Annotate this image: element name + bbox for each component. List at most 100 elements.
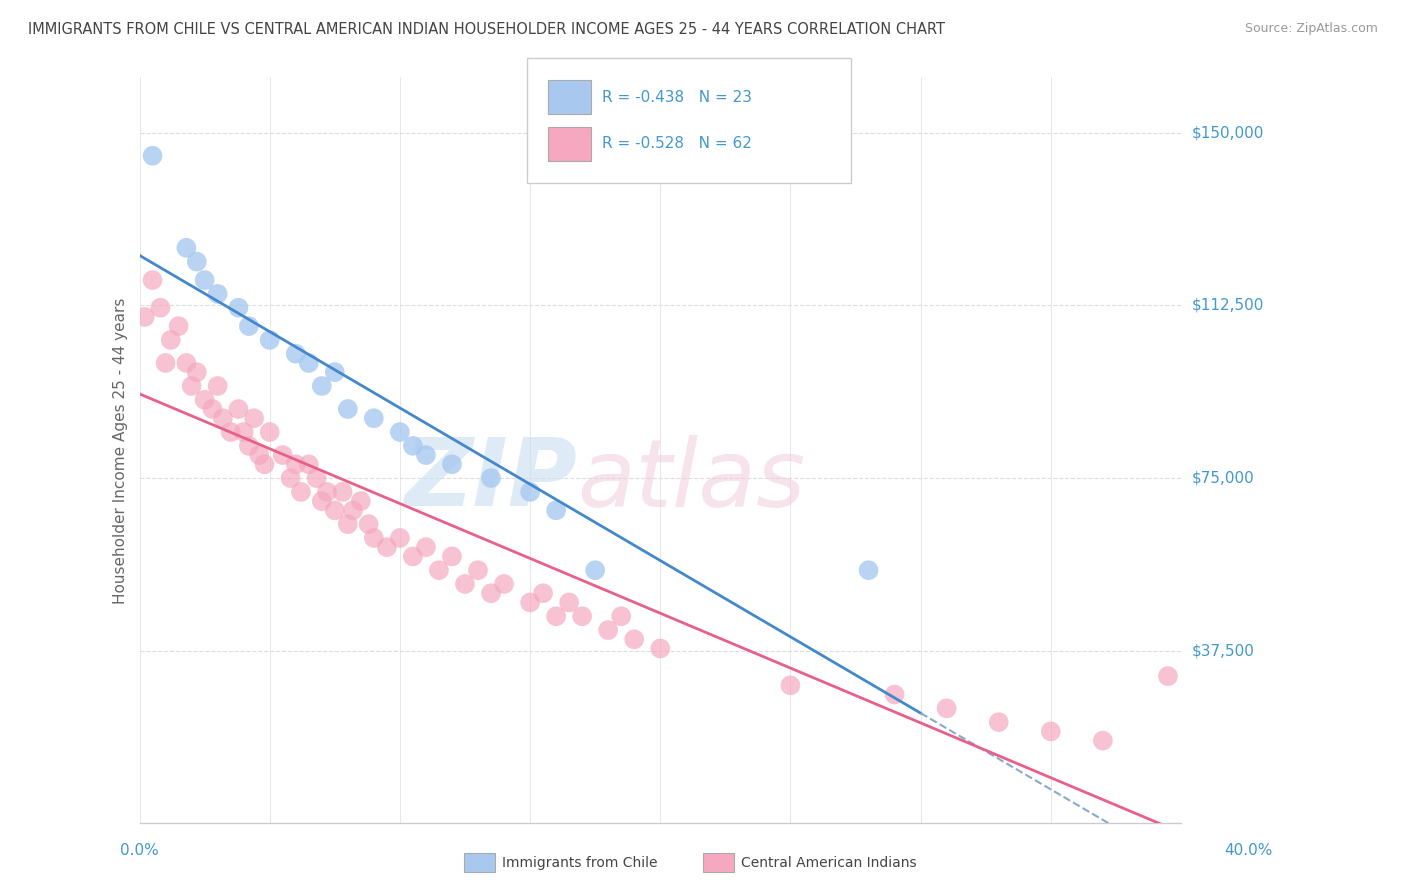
Point (284, 347, 307, 361)
Text: Immigrants from Chile: Immigrants from Chile (502, 855, 658, 870)
Point (388, 531, 411, 545)
Point (186, 254, 208, 268)
Text: $37,500: $37,500 (1192, 643, 1256, 658)
Point (440, 457, 463, 471)
Point (134, 310, 156, 324)
Text: R = -0.438   N = 23: R = -0.438 N = 23 (602, 90, 752, 104)
Point (159, 333, 181, 347)
Point (402, 549, 425, 564)
Point (155, 356, 177, 370)
Point (186, 365, 208, 379)
Point (363, 411, 385, 425)
Point (546, 609, 568, 624)
Point (779, 678, 801, 692)
Point (141, 149, 163, 163)
Point (883, 688, 905, 702)
Text: 40.0%: 40.0% (1225, 843, 1272, 858)
Point (623, 632, 645, 647)
Point (253, 457, 276, 471)
Point (311, 379, 333, 393)
Point (415, 540, 437, 554)
Point (194, 273, 217, 287)
Point (519, 484, 541, 499)
Point (402, 439, 425, 453)
Text: $75,000: $75,000 (1192, 471, 1254, 485)
Y-axis label: Householder Income Ages 25 - 44 years: Householder Income Ages 25 - 44 years (114, 297, 128, 604)
Text: $112,500: $112,500 (1192, 298, 1264, 313)
Point (207, 379, 229, 393)
Text: R = -0.528   N = 62: R = -0.528 N = 62 (602, 136, 752, 151)
Point (650, 641, 672, 656)
Point (1091, 733, 1114, 747)
Point (207, 286, 229, 301)
Point (479, 586, 502, 600)
Point (211, 411, 233, 425)
Point (311, 494, 333, 508)
Point (332, 484, 354, 499)
Point (492, 577, 515, 591)
Point (219, 425, 242, 439)
Text: 0.0%: 0.0% (120, 843, 159, 858)
Point (571, 609, 593, 624)
Point (935, 701, 957, 715)
Point (149, 301, 172, 315)
Text: atlas: atlas (576, 434, 806, 525)
Point (336, 402, 359, 417)
Point (479, 471, 502, 485)
Point (259, 425, 281, 439)
Point (201, 402, 224, 417)
Point (290, 484, 312, 499)
Point (305, 471, 328, 485)
Point (454, 577, 477, 591)
Point (316, 484, 339, 499)
Point (858, 563, 880, 577)
Point (247, 448, 270, 462)
Point (243, 411, 266, 425)
Point (583, 563, 606, 577)
Point (350, 494, 373, 508)
Point (440, 549, 463, 564)
Point (363, 531, 385, 545)
Point (388, 425, 411, 439)
Point (598, 623, 620, 637)
Point (259, 333, 281, 347)
Point (1039, 724, 1062, 739)
Point (228, 301, 250, 315)
Point (610, 609, 633, 624)
Point (280, 471, 302, 485)
Point (180, 379, 202, 393)
Point (558, 595, 581, 609)
Point (336, 517, 359, 532)
Text: IMMIGRANTS FROM CHILE VS CENTRAL AMERICAN INDIAN HOUSEHOLDER INCOME AGES 25 - 44: IMMIGRANTS FROM CHILE VS CENTRAL AMERICA… (28, 22, 945, 37)
Point (323, 365, 346, 379)
Point (238, 439, 260, 453)
Point (546, 503, 568, 517)
Point (357, 517, 380, 532)
Point (238, 319, 260, 334)
Point (298, 457, 321, 471)
Point (167, 319, 190, 334)
Point (415, 448, 437, 462)
Point (467, 563, 489, 577)
Text: Central American Indians: Central American Indians (741, 855, 917, 870)
Point (298, 356, 321, 370)
Point (271, 448, 294, 462)
Point (141, 273, 163, 287)
Point (284, 457, 307, 471)
Point (519, 595, 541, 609)
Point (531, 586, 554, 600)
Point (427, 563, 450, 577)
Point (987, 715, 1010, 730)
Point (194, 392, 217, 407)
Point (323, 503, 346, 517)
Point (176, 356, 198, 370)
Point (232, 425, 254, 439)
Text: $150,000: $150,000 (1192, 125, 1264, 140)
Point (228, 402, 250, 417)
Point (176, 241, 198, 255)
Point (342, 503, 364, 517)
Text: Source: ZipAtlas.com: Source: ZipAtlas.com (1244, 22, 1378, 36)
Text: ZIP: ZIP (404, 434, 576, 526)
Point (375, 540, 398, 554)
Point (1157, 669, 1180, 683)
